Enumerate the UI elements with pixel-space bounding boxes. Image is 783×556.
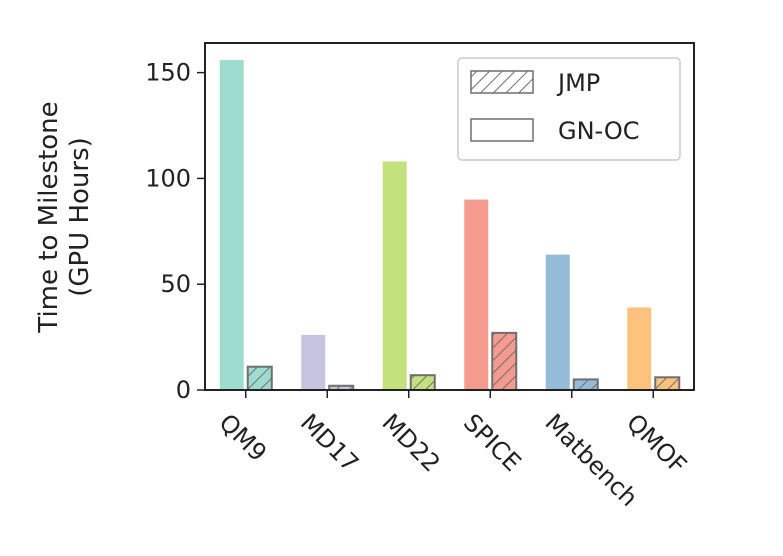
bar-jmp-qmof [654, 376, 681, 391]
bar-gn-oc-qmof [627, 307, 652, 390]
bar-jmp-hatch-qmof [654, 376, 681, 391]
y-tick-label-150: 150 [145, 59, 191, 87]
bar-jmp-matbench [572, 378, 599, 392]
bars [219, 59, 681, 392]
bar-jmp-hatch-qm9 [246, 365, 273, 392]
x-tick-label-qm9: QM9 [214, 408, 273, 467]
bar-jmp-md22 [409, 374, 436, 392]
bar-gn-oc-spice [464, 199, 489, 390]
legend: JMP GN-OC [457, 57, 681, 161]
bar-jmp-hatch-matbench [572, 378, 599, 392]
y-axis-label-line-2: (GPU Hours) [65, 137, 95, 297]
bar-jmp-hatch-spice [491, 331, 518, 391]
bar-gn-oc-md17 [301, 334, 326, 390]
y-axis-label-line-1: Time to Milestone [34, 101, 64, 333]
x-tick-label-md22: MD22 [377, 408, 446, 477]
bar-gn-oc-md22 [382, 161, 407, 390]
legend-swatch-jmp [470, 70, 534, 94]
y-tick-label-100: 100 [145, 164, 191, 192]
x-tick-label-spice: SPICE [458, 408, 526, 476]
plot-frame [204, 42, 695, 391]
x-tick-label-qmof: QMOF [621, 408, 692, 479]
bar-jmp-spice [491, 331, 518, 391]
legend-label-gn-oc: GN-OC [558, 117, 640, 145]
legend-swatch-gn-oc [470, 118, 534, 142]
y-axis-ticks: 0 50 100 150 [145, 59, 205, 404]
x-tick-label-md17: MD17 [295, 408, 364, 477]
y-tick-label-50: 50 [160, 270, 191, 298]
bar-gn-oc-matbench [545, 254, 570, 390]
bar-jmp-hatch-md22 [409, 374, 436, 392]
legend-label-jmp: JMP [556, 69, 600, 97]
bar-jmp-qm9 [246, 365, 273, 392]
bar-gn-oc-qm9 [219, 59, 244, 391]
y-axis-label: Time to Milestone (GPU Hours) [34, 101, 95, 333]
y-tick-label-0: 0 [176, 376, 191, 404]
